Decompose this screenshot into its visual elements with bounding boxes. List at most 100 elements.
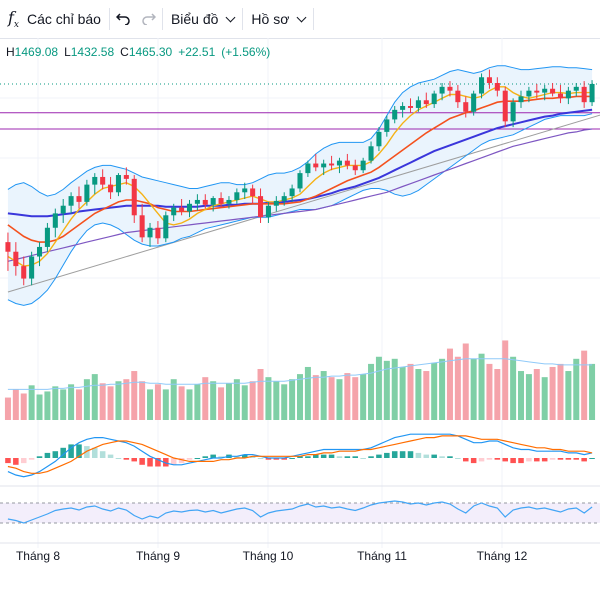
candle-body <box>210 198 216 205</box>
candle-body <box>447 86 453 91</box>
candle <box>194 194 200 211</box>
macd-line <box>7 433 593 478</box>
macd-histogram-bar <box>565 458 572 460</box>
profile-menu-button[interactable]: Hồ sơ <box>243 0 313 38</box>
candle-body <box>163 215 169 239</box>
volume-bar <box>52 386 59 420</box>
candle <box>360 157 366 174</box>
volume-bar <box>415 369 422 420</box>
candle-body <box>242 188 248 193</box>
candle-body <box>29 256 35 279</box>
candle <box>84 179 90 206</box>
macd-histogram-bar <box>107 454 114 458</box>
indicators-button[interactable]: fx Các chỉ báo <box>0 0 109 38</box>
candle-body <box>265 205 271 218</box>
macd-histogram-bar <box>170 458 177 465</box>
candle-body <box>384 119 390 132</box>
candle-body <box>171 207 177 216</box>
candle <box>329 155 335 171</box>
candle <box>171 203 177 222</box>
macd-histogram-bar <box>234 456 240 458</box>
candle-body <box>123 175 129 179</box>
candle <box>336 157 342 174</box>
macd-histogram-bar <box>281 458 287 460</box>
volume-bar <box>139 381 146 420</box>
candle-body <box>415 100 421 108</box>
volume-bar <box>525 374 532 420</box>
candle-body <box>226 199 232 204</box>
macd-histogram-bar <box>186 458 193 460</box>
volume-bar <box>115 381 122 420</box>
candle <box>29 251 35 286</box>
volume-bar <box>131 371 138 420</box>
macd-histogram-bar <box>415 452 422 458</box>
volume-bar <box>518 371 525 420</box>
candle-body <box>376 131 382 147</box>
volume-bar <box>249 381 256 420</box>
candle-body <box>431 93 437 105</box>
candle-body <box>439 86 445 94</box>
macd-histogram-bar <box>313 454 319 458</box>
candle <box>518 90 524 108</box>
candle <box>447 81 453 97</box>
volume-bar <box>328 377 335 420</box>
candle <box>297 170 303 193</box>
candle <box>486 69 492 89</box>
macd-histogram-bar <box>84 446 90 458</box>
volume-bar <box>446 348 453 420</box>
candle <box>100 169 106 190</box>
volume-bar <box>194 384 201 420</box>
volume-bar <box>28 385 35 420</box>
volume-bar <box>218 387 225 420</box>
volume-bar <box>399 366 406 420</box>
price-chart[interactable]: Tháng 8 Tháng 9 Tháng 10 Tháng 11 Tháng 12 <box>0 38 600 568</box>
candle-body <box>407 106 414 108</box>
macd-histogram-bar <box>99 451 106 458</box>
volume-bar <box>312 375 319 420</box>
chart-menu-button[interactable]: Biểu đồ <box>163 0 242 38</box>
candle-body <box>479 77 485 94</box>
function-icon: fx <box>8 7 19 31</box>
candle-body <box>494 83 500 91</box>
low-value: L1432.58 <box>64 45 114 59</box>
candle <box>258 188 264 223</box>
candle-body <box>510 102 516 122</box>
candle <box>368 141 374 164</box>
macd-histogram-bar <box>455 458 461 459</box>
macd-histogram-bar <box>518 458 524 464</box>
change-percent: (+1.56%) <box>221 45 271 59</box>
macd-histogram-bar <box>557 458 564 460</box>
candle-body <box>344 160 350 166</box>
volume-bar <box>147 389 154 420</box>
macd-histogram-bar <box>163 458 169 467</box>
macd-histogram-bar <box>407 451 414 458</box>
candle-body <box>100 176 106 185</box>
high-key: H <box>6 45 15 59</box>
candle-body <box>471 93 477 112</box>
toolbar-separator <box>242 8 244 30</box>
candle-body <box>68 196 74 206</box>
candle <box>400 102 406 118</box>
candle <box>384 115 390 137</box>
candle <box>289 184 295 202</box>
candle-body <box>589 83 595 103</box>
volume-bar <box>375 356 382 420</box>
volume-bar <box>336 379 343 420</box>
macd-histogram-bar <box>147 458 153 467</box>
volume-bar <box>297 374 303 420</box>
macd-histogram-bar <box>328 454 335 458</box>
candle-body <box>76 196 82 202</box>
volume-bar <box>265 377 272 420</box>
volume-bar <box>178 386 185 420</box>
macd-signal-line <box>7 435 593 474</box>
candle-body <box>234 192 240 200</box>
macd-histogram-bar <box>155 458 161 467</box>
candle-body <box>297 173 303 189</box>
ma-fast-line <box>7 86 593 267</box>
candle-body <box>194 199 200 204</box>
rsi-line <box>7 500 593 524</box>
undo-icon[interactable] <box>110 0 136 38</box>
macd-histogram-bar <box>139 458 145 465</box>
macd-histogram-bar <box>447 456 453 458</box>
redo-icon[interactable] <box>136 0 162 38</box>
